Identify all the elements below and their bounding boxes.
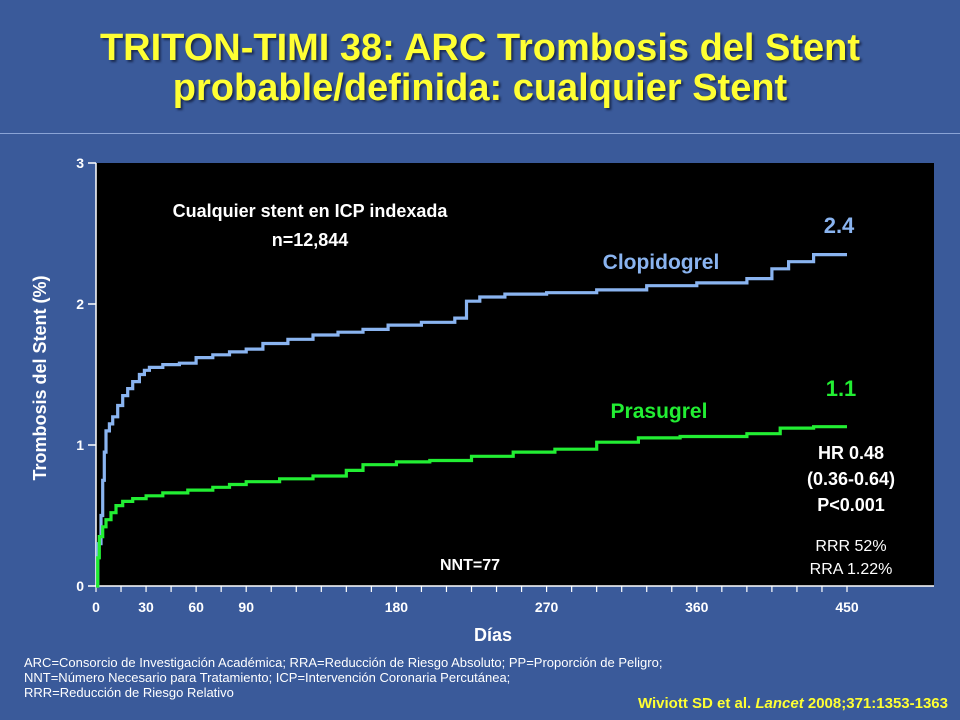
hr-line-3: P<0.001 xyxy=(817,495,885,515)
x-tick-label: 0 xyxy=(92,599,100,615)
citation-journal: Lancet xyxy=(755,695,804,712)
y-tick-label: 0 xyxy=(76,578,84,594)
citation: Wiviott SD et al. Lancet 2008;371:1353-1… xyxy=(638,695,948,712)
x-tick-label: 180 xyxy=(385,599,409,615)
x-tick-label: 90 xyxy=(238,599,254,615)
box-line-2: n=12,844 xyxy=(272,230,349,250)
x-tick-label: 450 xyxy=(835,599,859,615)
prasugrel-label: Prasugrel xyxy=(611,400,708,423)
title-line-2: probable/definida: cualquier Stent xyxy=(172,67,788,109)
footnote-line-3: RRR=Reducción de Riesgo Relativo xyxy=(24,685,234,700)
series-clopidogrel-line xyxy=(96,253,847,588)
y-tick-label: 3 xyxy=(76,155,84,171)
slide-title: TRITON-TIMI 38: ARC Trombosis del Stent … xyxy=(0,28,960,108)
box-line-1: Cualquier stent en ICP indexada xyxy=(173,201,449,221)
curves xyxy=(96,253,847,588)
prasugrel-end-value: 1.1 xyxy=(826,376,857,401)
clopidogrel-end-value: 2.4 xyxy=(824,213,855,238)
x-axis-label: Días xyxy=(474,625,512,645)
x-tick-label: 60 xyxy=(188,599,204,615)
x-tick-label: 30 xyxy=(138,599,154,615)
y-tick-label: 2 xyxy=(76,296,84,312)
title-line-1: TRITON-TIMI 38: ARC Trombosis del Stent xyxy=(99,27,861,69)
nnt-value: NNT=77 xyxy=(440,557,500,574)
chart-annotations: Cualquier stent en ICP indexada n=12,844… xyxy=(173,201,895,578)
rrr-value: RRR 52% xyxy=(815,538,886,555)
y-tick-label: 1 xyxy=(76,437,84,453)
x-tick-label: 270 xyxy=(535,599,559,615)
footnote-line-1: ARC=Consorcio de Investigación Académica… xyxy=(24,655,663,670)
hr-line-1: HR 0.48 xyxy=(818,443,884,463)
y-axis-label: Trombosis del Stent (%) xyxy=(30,275,50,480)
hr-line-2: (0.36-0.64) xyxy=(807,469,895,489)
footnote: ARC=Consorcio de Investigación Académica… xyxy=(24,655,784,700)
title-divider xyxy=(0,133,960,134)
footnote-line-2: NNT=Número Necesario para Tratamiento; I… xyxy=(24,670,511,685)
citation-authors: Wiviott SD et al. xyxy=(637,695,752,712)
clopidogrel-label: Clopidogrel xyxy=(603,251,720,274)
series-prasugrel-line xyxy=(96,425,847,588)
rra-value: RRA 1.22% xyxy=(810,561,893,578)
plot-area xyxy=(96,163,934,586)
citation-ref: 2008;371:1353-1363 xyxy=(807,695,948,712)
x-tick-label: 360 xyxy=(685,599,709,615)
